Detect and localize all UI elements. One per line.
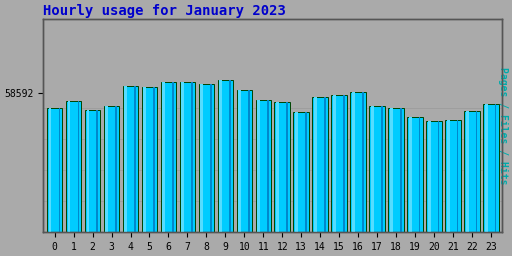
Bar bbox=[371, 106, 374, 256]
Bar bbox=[324, 97, 326, 256]
Bar bbox=[331, 95, 347, 256]
Bar bbox=[47, 108, 62, 256]
Bar bbox=[173, 82, 174, 256]
Bar bbox=[154, 87, 155, 256]
Bar bbox=[419, 117, 420, 256]
Bar bbox=[123, 86, 138, 256]
Bar bbox=[219, 80, 222, 256]
Bar bbox=[237, 90, 252, 256]
Bar bbox=[362, 92, 364, 256]
Bar bbox=[483, 104, 499, 256]
Bar bbox=[276, 102, 279, 256]
Bar bbox=[381, 106, 382, 256]
Bar bbox=[124, 86, 127, 256]
Bar bbox=[333, 95, 336, 256]
Bar bbox=[476, 111, 477, 256]
Bar bbox=[267, 100, 269, 256]
Bar bbox=[58, 108, 60, 256]
Y-axis label: Pages / Files / Hits: Pages / Files / Hits bbox=[498, 67, 508, 185]
Bar bbox=[438, 121, 439, 256]
Bar bbox=[457, 120, 458, 256]
Bar bbox=[181, 82, 184, 256]
Bar bbox=[199, 83, 214, 256]
Bar bbox=[293, 112, 309, 256]
Bar bbox=[274, 102, 290, 256]
Bar bbox=[66, 101, 81, 256]
Bar bbox=[388, 108, 404, 256]
Bar bbox=[286, 102, 288, 256]
Bar bbox=[390, 108, 393, 256]
Bar bbox=[426, 121, 442, 256]
Bar bbox=[218, 80, 233, 256]
Bar bbox=[96, 110, 98, 256]
Bar bbox=[428, 121, 431, 256]
Bar bbox=[142, 87, 157, 256]
Bar bbox=[210, 83, 212, 256]
Bar bbox=[162, 82, 165, 256]
Bar bbox=[350, 92, 366, 256]
Bar bbox=[447, 120, 450, 256]
Bar bbox=[400, 108, 401, 256]
Bar bbox=[248, 90, 250, 256]
Bar bbox=[343, 95, 345, 256]
Bar bbox=[229, 80, 231, 256]
Bar bbox=[238, 90, 241, 256]
Bar bbox=[295, 112, 298, 256]
Bar bbox=[77, 101, 79, 256]
Bar bbox=[191, 82, 193, 256]
Bar bbox=[407, 117, 423, 256]
Bar bbox=[314, 97, 317, 256]
Bar bbox=[464, 111, 480, 256]
Bar bbox=[305, 112, 307, 256]
Bar bbox=[85, 110, 100, 256]
Bar bbox=[104, 106, 119, 256]
Bar bbox=[68, 101, 70, 256]
Bar bbox=[257, 100, 260, 256]
Bar bbox=[135, 86, 136, 256]
Bar bbox=[87, 110, 89, 256]
Bar bbox=[466, 111, 468, 256]
Bar bbox=[180, 82, 195, 256]
Text: Hourly usage for January 2023: Hourly usage for January 2023 bbox=[43, 4, 286, 18]
Bar bbox=[369, 106, 385, 256]
Bar bbox=[49, 108, 51, 256]
Bar bbox=[161, 82, 176, 256]
Bar bbox=[312, 97, 328, 256]
Bar bbox=[105, 106, 108, 256]
Bar bbox=[115, 106, 117, 256]
Bar bbox=[495, 104, 496, 256]
Bar bbox=[445, 120, 461, 256]
Bar bbox=[485, 104, 487, 256]
Bar bbox=[409, 117, 412, 256]
Bar bbox=[143, 87, 146, 256]
Bar bbox=[200, 83, 203, 256]
Bar bbox=[255, 100, 271, 256]
Bar bbox=[352, 92, 355, 256]
